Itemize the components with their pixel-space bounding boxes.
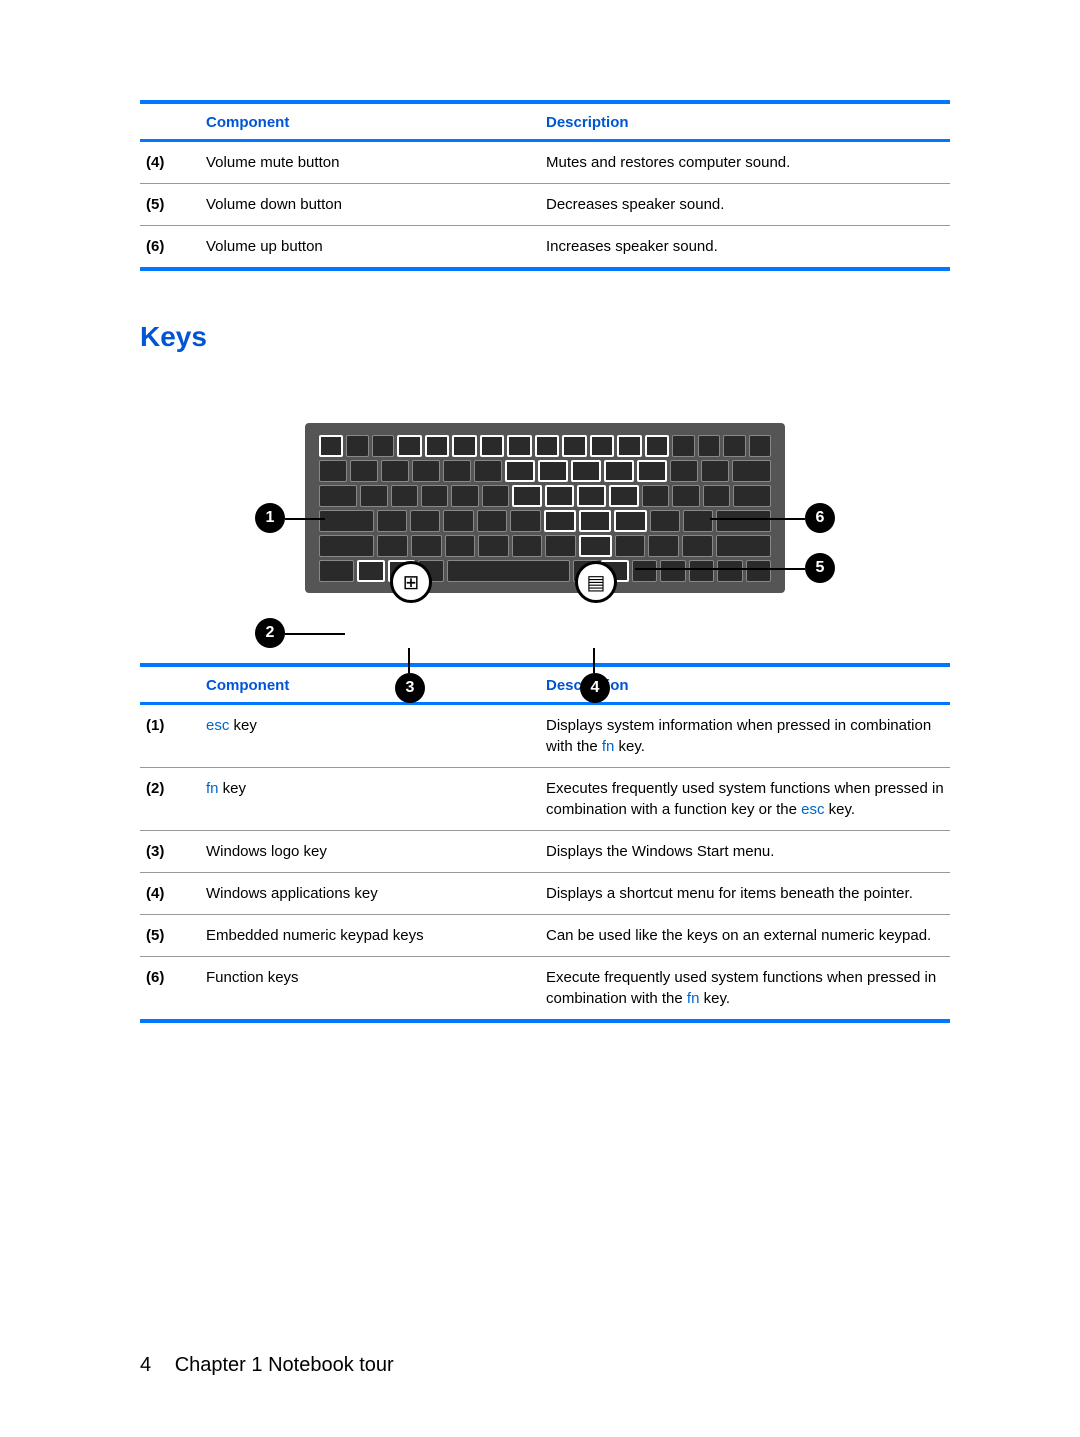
header-component: Component (200, 102, 540, 141)
table-row: (4)Volume mute buttonMutes and restores … (140, 141, 950, 184)
callout-6: 6 (805, 503, 835, 533)
row-component: esc key (200, 704, 540, 768)
row-number: (1) (140, 704, 200, 768)
row-component: Embedded numeric keypad keys (200, 915, 540, 957)
callout-3: 3 (395, 673, 425, 703)
page-footer: 4 Chapter 1 Notebook tour (140, 1354, 394, 1377)
callout-4: 4 (580, 673, 610, 703)
header-description: Description (540, 102, 950, 141)
row-number: (5) (140, 915, 200, 957)
table-row: (6)Volume up buttonIncreases speaker sou… (140, 226, 950, 270)
row-component: Windows applications key (200, 873, 540, 915)
table-row: (1)esc keyDisplays system information wh… (140, 704, 950, 768)
row-component: Windows logo key (200, 831, 540, 873)
table-row: (4)Windows applications keyDisplays a sh… (140, 873, 950, 915)
row-description: Displays system information when pressed… (540, 704, 950, 768)
row-component: Volume down button (200, 184, 540, 226)
page-content: Component Description (4)Volume mute but… (0, 0, 1080, 1437)
callout-2: 2 (255, 618, 285, 648)
row-description: Can be used like the keys on an external… (540, 915, 950, 957)
row-description: Execute frequently used system functions… (540, 957, 950, 1022)
page-number: 4 (140, 1354, 151, 1376)
row-number: (4) (140, 873, 200, 915)
row-component: Volume up button (200, 226, 540, 270)
keyboard-diagram: ☾ ▭ ▮ ☼▾ ☼▴ (225, 423, 865, 593)
keys-table: Component Description (1)esc keyDisplays… (140, 663, 950, 1023)
row-description: Displays a shortcut menu for items benea… (540, 873, 950, 915)
windows-logo-icon: ⊞ (390, 561, 432, 603)
row-component: Volume mute button (200, 141, 540, 184)
table-header-row: Component Description (140, 665, 950, 704)
row-description: Increases speaker sound. (540, 226, 950, 270)
buttons-table: Component Description (4)Volume mute but… (140, 100, 950, 271)
row-description: Mutes and restores computer sound. (540, 141, 950, 184)
row-number: (2) (140, 768, 200, 831)
row-description: Displays the Windows Start menu. (540, 831, 950, 873)
row-number: (6) (140, 957, 200, 1022)
callout-5: 5 (805, 553, 835, 583)
row-number: (5) (140, 184, 200, 226)
table-row: (5)Embedded numeric keypad keysCan be us… (140, 915, 950, 957)
row-number: (6) (140, 226, 200, 270)
row-description: Decreases speaker sound. (540, 184, 950, 226)
table-row: (5)Volume down buttonDecreases speaker s… (140, 184, 950, 226)
table-row: (2)fn keyExecutes frequently used system… (140, 768, 950, 831)
table-row: (6)Function keysExecute frequently used … (140, 957, 950, 1022)
menu-icon: ▤ (575, 561, 617, 603)
row-component: Function keys (200, 957, 540, 1022)
row-number: (3) (140, 831, 200, 873)
table-header-row: Component Description (140, 102, 950, 141)
table-row: (3)Windows logo keyDisplays the Windows … (140, 831, 950, 873)
callout-1: 1 (255, 503, 285, 533)
esc-key (319, 435, 343, 457)
header-component: Component (200, 665, 540, 704)
row-component: fn key (200, 768, 540, 831)
row-description: Executes frequently used system function… (540, 768, 950, 831)
chapter-label: Chapter 1 Notebook tour (175, 1354, 394, 1376)
section-title-keys: Keys (140, 321, 950, 353)
fn-key (357, 560, 384, 582)
row-number: (4) (140, 141, 200, 184)
